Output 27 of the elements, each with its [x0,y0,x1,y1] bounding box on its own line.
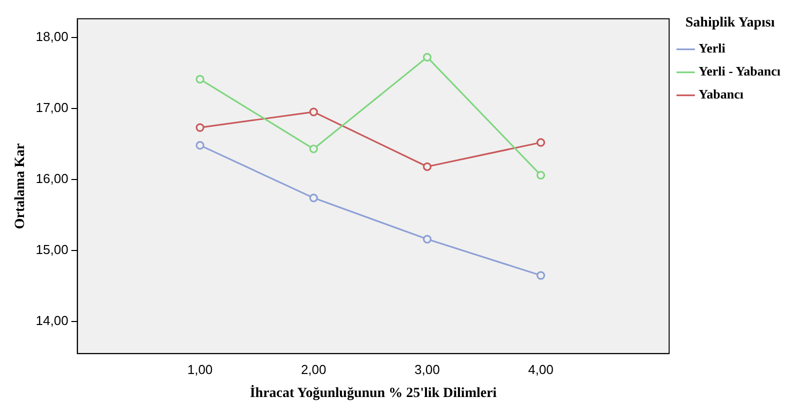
x-tick-label: 2,00 [300,362,326,377]
y-tick-label: 15,00 [36,242,68,258]
point [536,170,546,180]
x-axis-title: İhracat Yoğunluğunun % 25'lik Dilimleri [250,385,497,402]
point [422,162,432,171]
y-axis-title: Ortalama Kar [13,143,28,230]
point [309,194,318,202]
x-tick-label: 3,00 [414,362,440,377]
point [536,138,546,147]
legend-label: Yerli [698,40,726,56]
point [309,144,318,154]
legend-label: Yabancı [698,86,744,102]
x-tick-label: 4,00 [528,362,554,377]
point [196,74,204,84]
y-tick-label: 17,00 [36,100,68,115]
y-tick-label: 16,00 [36,171,68,186]
point [196,141,204,150]
point [422,234,432,244]
legend-title: Sahiplik Yapısı [685,16,775,31]
y-tick-label: 14,00 [36,313,68,328]
point [196,123,204,132]
x-tick-label: 1,00 [187,362,213,377]
legend-label: Yerli - Yabancı [698,64,781,79]
point [536,271,546,280]
y-tick-label: 18,00 [36,28,68,44]
point [309,108,318,116]
point [422,52,432,62]
